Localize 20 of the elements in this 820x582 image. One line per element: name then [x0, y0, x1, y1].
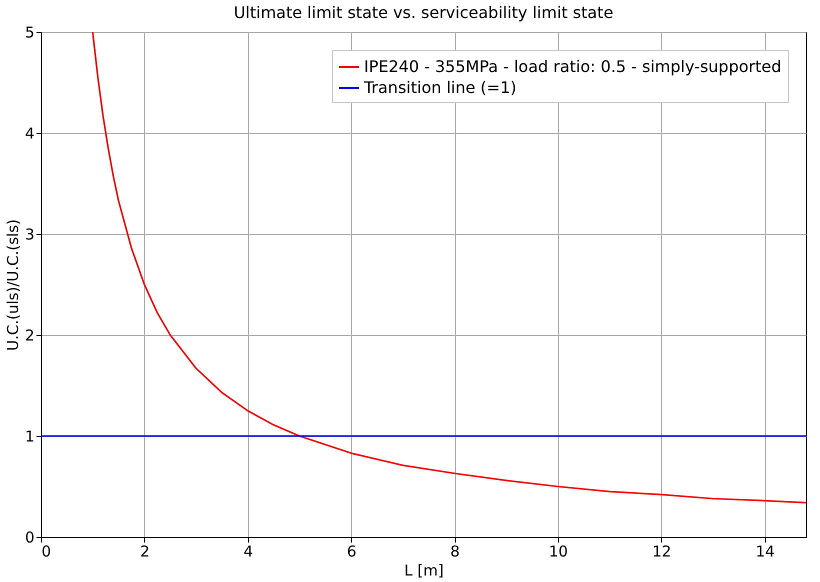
legend-label: IPE240 - 355MPa - load ratio: 0.5 - simply-supported — [364, 57, 782, 76]
y-tick-label: 2 — [24, 326, 34, 344]
x-tick-label: 4 — [243, 542, 254, 560]
chart-title: Ultimate limit state vs. serviceability limit state — [234, 3, 614, 22]
x-tick-label: 12 — [652, 542, 672, 560]
x-axis-title: L [m] — [404, 562, 444, 580]
y-tick-label: 0 — [24, 528, 34, 546]
x-tick-label: 10 — [548, 542, 568, 560]
y-tick-label: 1 — [24, 428, 34, 446]
y-tick-label: 3 — [24, 226, 34, 244]
x-tick-label: 14 — [756, 542, 775, 560]
x-tick-label: 0 — [42, 542, 52, 560]
x-tick-label: 8 — [450, 542, 460, 560]
y-tick-label: 4 — [24, 124, 34, 142]
y-axis-title: U.C.(uls)/U.C.(sls) — [4, 219, 22, 351]
x-tick-label: 2 — [140, 542, 150, 560]
line-series — [92, 32, 806, 504]
y-tick-label: 5 — [24, 24, 34, 42]
x-tick-label: 6 — [346, 542, 356, 560]
legend-label: Transition line (=1) — [363, 78, 516, 97]
